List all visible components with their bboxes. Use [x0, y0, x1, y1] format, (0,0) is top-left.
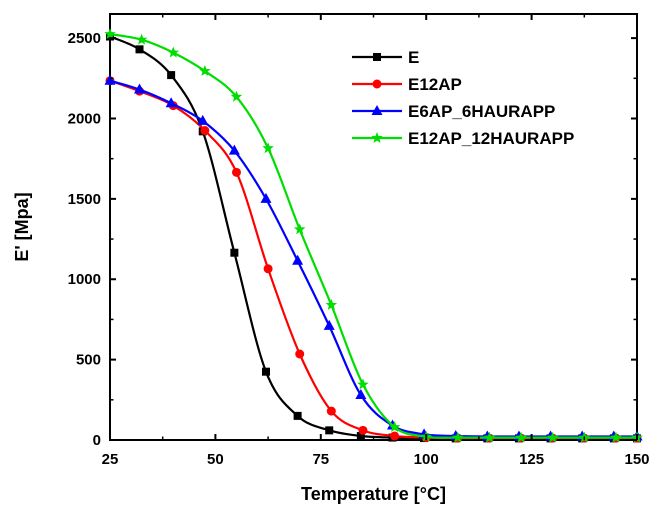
- data-point: [325, 426, 334, 435]
- data-point: [355, 388, 367, 399]
- data-point: [262, 142, 274, 154]
- data-point: [104, 74, 116, 85]
- legend-marker: [373, 53, 381, 61]
- series-e12ap-12haurapp: [104, 28, 643, 443]
- series-lines: [104, 28, 643, 443]
- y-tick-label: 1500: [68, 191, 101, 208]
- plot-frame: [109, 13, 638, 441]
- x-tick-label: 25: [102, 451, 119, 468]
- data-point: [135, 45, 144, 54]
- plot-frame-rect: [109, 13, 638, 441]
- y-tick-label: 500: [76, 352, 101, 369]
- legend-label: E: [408, 48, 419, 67]
- data-point: [388, 421, 401, 432]
- data-point: [515, 431, 527, 443]
- data-point: [135, 33, 148, 45]
- x-tick-label: 50: [207, 451, 224, 468]
- data-point: [200, 126, 210, 136]
- data-point: [323, 319, 335, 330]
- data-point: [167, 71, 176, 80]
- data-point: [452, 431, 464, 443]
- legend-label: E12AP_12HAURAPP: [408, 129, 574, 148]
- data-point: [104, 28, 116, 39]
- data-point: [358, 425, 368, 435]
- y-tick-label: 2000: [68, 110, 101, 127]
- data-point: [293, 411, 302, 420]
- data-point: [294, 223, 306, 235]
- legend-marker: [371, 132, 383, 143]
- data-point: [197, 114, 209, 125]
- data-point: [165, 97, 177, 108]
- y-tick-label: 1000: [68, 271, 101, 288]
- y-axis-title: E' [Mpa]: [12, 192, 32, 261]
- legend-marker: [372, 79, 382, 89]
- y-tick-label: 2500: [68, 30, 101, 47]
- data-point: [292, 254, 304, 265]
- data-point: [357, 378, 369, 390]
- data-point: [261, 367, 270, 376]
- data-point: [483, 431, 496, 443]
- data-point: [356, 431, 365, 440]
- data-point: [295, 349, 305, 359]
- data-point: [230, 248, 239, 257]
- x-tick-label: 125: [519, 451, 544, 468]
- data-point: [230, 90, 243, 102]
- y-tick-label: 0: [93, 432, 101, 449]
- data-point: [325, 298, 338, 310]
- x-axis-title: Temperature [°C]: [301, 484, 446, 504]
- legend-marker: [371, 105, 383, 115]
- data-point: [231, 167, 241, 177]
- data-point: [228, 144, 240, 155]
- x-tick-label: 75: [312, 451, 329, 468]
- series-line: [109, 33, 637, 439]
- data-point: [167, 46, 179, 58]
- legend-label: E6AP_6HAURAPP: [408, 102, 555, 121]
- series-e: [106, 32, 641, 443]
- data-point: [199, 65, 211, 76]
- data-point: [390, 431, 400, 441]
- data-point: [610, 431, 622, 443]
- data-point: [263, 264, 273, 274]
- x-tick-label: 150: [624, 451, 649, 468]
- legend: E E12AP E6AP_6HAURAPP E12AP_12HAURAPP: [352, 48, 574, 148]
- x-tick-label: 100: [414, 451, 439, 468]
- data-point: [546, 431, 559, 443]
- data-point: [260, 192, 272, 203]
- data-point: [134, 83, 146, 94]
- series-line: [109, 35, 637, 440]
- data-point: [326, 406, 336, 416]
- legend-label: E12AP: [408, 75, 462, 94]
